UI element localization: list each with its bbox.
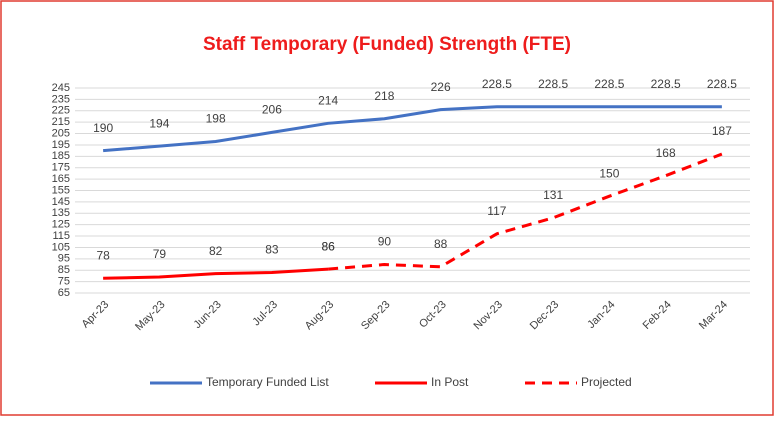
y-tick-label: 235 (52, 93, 70, 105)
data-label: 228.5 (594, 77, 624, 91)
data-label: 168 (656, 146, 676, 160)
y-tick-label: 245 (52, 82, 70, 94)
data-label: 86 (321, 239, 335, 253)
data-label: 131 (543, 188, 563, 202)
data-label: 194 (149, 116, 169, 130)
y-tick-label: 105 (52, 241, 70, 253)
y-tick-label: 145 (52, 196, 70, 208)
series-line (328, 152, 723, 271)
legend-label: Projected (581, 375, 632, 389)
y-tick-label: 95 (58, 253, 70, 265)
data-label: 198 (206, 112, 226, 126)
data-label: 187 (712, 124, 732, 138)
y-tick-label: 165 (52, 173, 70, 185)
data-label: 88 (434, 237, 448, 251)
data-label: 150 (599, 166, 619, 180)
data-label: 86 (321, 239, 335, 253)
legend-label: In Post (431, 375, 469, 389)
data-label: 78 (96, 248, 110, 262)
data-label: 226 (431, 80, 451, 94)
y-tick-label: 115 (52, 230, 70, 242)
data-label: 206 (262, 103, 282, 117)
y-tick-label: 125 (52, 219, 70, 231)
data-label: 228.5 (707, 77, 737, 91)
data-label: 190 (93, 121, 113, 135)
y-tick-label: 215 (52, 116, 70, 128)
y-tick-label: 175 (52, 162, 70, 174)
y-tick-label: 205 (52, 127, 70, 139)
y-tick-label: 135 (52, 207, 70, 219)
data-label: 218 (374, 89, 394, 103)
y-tick-label: 65 (58, 287, 70, 299)
data-label: 82 (209, 244, 223, 258)
data-label: 117 (487, 204, 506, 218)
series-line (103, 267, 329, 280)
y-tick-label: 185 (52, 150, 70, 162)
y-tick-label: 85 (58, 264, 70, 276)
data-label: 214 (318, 93, 338, 107)
y-tick-label: 195 (52, 139, 70, 151)
legend-label: Temporary Funded List (206, 375, 329, 389)
chart-title: Staff Temporary (Funded) Strength (FTE) (203, 34, 571, 55)
data-label: 228.5 (651, 77, 681, 91)
data-label: 79 (153, 247, 167, 261)
data-label: 83 (265, 243, 279, 257)
y-tick-label: 225 (52, 105, 70, 117)
data-label: 228.5 (482, 77, 512, 91)
data-label: 90 (378, 235, 392, 249)
y-tick-label: 155 (52, 184, 70, 196)
data-label: 228.5 (538, 77, 568, 91)
series-line (103, 105, 722, 153)
y-tick-label: 75 (58, 276, 70, 288)
